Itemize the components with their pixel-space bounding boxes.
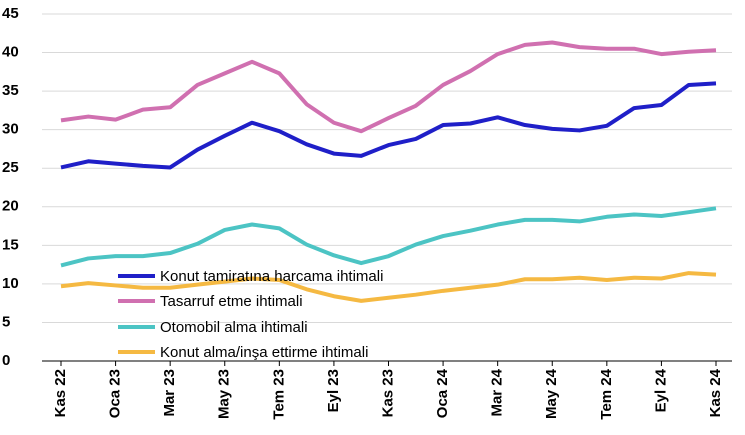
x-tick-label: Kas 24	[707, 368, 724, 417]
series-line	[60, 40, 717, 134]
y-tick-label: 30	[2, 121, 19, 138]
y-tick-label: 0	[2, 352, 10, 369]
legend-label: Konut alma/inşa ettirme ihtimali	[160, 344, 368, 361]
legend-label: Otomobil alma ihtimali	[160, 319, 308, 336]
legend-label: Tasarruf etme ihtimali	[160, 293, 303, 310]
x-tick-label: Mar 23	[161, 369, 178, 417]
x-tick-label: Oca 24	[434, 368, 451, 418]
x-tick-label: Tem 24	[598, 368, 615, 419]
y-tick-label: 10	[2, 275, 19, 292]
x-tick-label: Eyl 23	[325, 369, 342, 412]
series-line	[60, 81, 717, 170]
series-line	[60, 271, 717, 303]
y-tick-label: 45	[2, 5, 19, 22]
y-tick-label: 25	[2, 159, 19, 176]
y-tick-label: 35	[2, 82, 19, 99]
x-tick-label: May 24	[543, 368, 560, 419]
legend-label: Konut tamiratına harcama ihtimali	[160, 268, 383, 285]
x-tick-label: Kas 23	[379, 369, 396, 417]
y-tick-label: 40	[2, 44, 19, 61]
y-tick-label: 5	[2, 313, 10, 330]
y-tick-label: 15	[2, 236, 19, 253]
x-tick-label: Eyl 24	[652, 368, 669, 412]
series-line	[60, 206, 717, 268]
x-tick-label: May 23	[216, 369, 233, 419]
x-tick-label: Oca 23	[107, 369, 124, 418]
x-tick-label: Tem 23	[270, 369, 287, 420]
x-tick-label: Mar 24	[489, 368, 506, 416]
y-tick-label: 20	[2, 198, 19, 215]
x-tick-label: Kas 22	[52, 369, 69, 417]
